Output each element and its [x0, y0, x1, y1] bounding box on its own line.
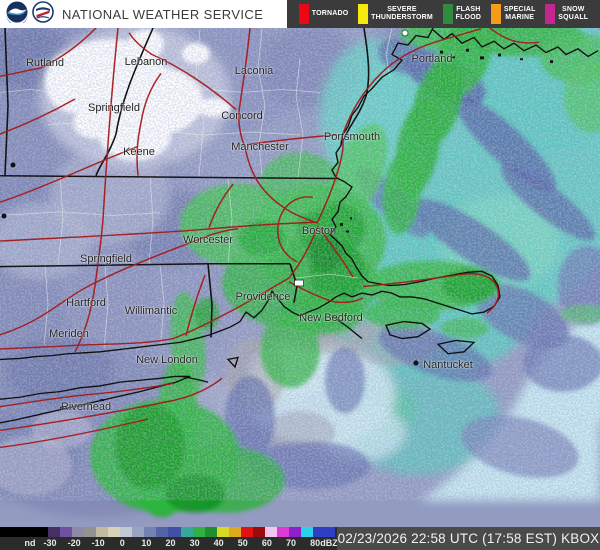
scale-swatch-1 — [60, 527, 73, 537]
legend-item-snow: SNOW SQUALL — [545, 4, 588, 24]
station-marker — [413, 360, 419, 366]
scale-label-10: 10 — [141, 538, 152, 548]
nws-logo-icon — [32, 0, 54, 28]
scale-label--10: -10 — [91, 538, 105, 548]
legend-label: SPECIAL MARINE — [503, 5, 536, 21]
legend-swatch — [442, 4, 453, 24]
highways — [0, 28, 540, 449]
scale-swatch-19 — [276, 527, 289, 537]
scale-swatch-7 — [132, 527, 145, 537]
reflectivity-scale — [0, 527, 337, 537]
legend-swatch — [545, 4, 556, 24]
agency-title: NATIONAL WEATHER SERVICE — [62, 6, 264, 22]
station-marker — [295, 280, 303, 286]
warning-legend: TORNADO SEVERE THUNDERSTORM FLASH FLOOD SPE… — [287, 0, 600, 28]
scale-label-40: 40 — [213, 538, 224, 548]
scale-label-0: 0 — [119, 538, 125, 548]
scale-swatch-5 — [108, 527, 121, 537]
scale-swatch-17 — [252, 527, 265, 537]
scale-swatch-10 — [168, 527, 181, 537]
scale-label-60: 60 — [261, 538, 272, 548]
island-specks — [60, 48, 553, 409]
radar-map[interactable]: Rutland Lebanon Laconia Springfield Concord K… — [0, 28, 600, 527]
scale-label--30: -30 — [43, 538, 57, 548]
scale-swatch-14 — [216, 527, 229, 537]
scale-label-unit: dBZ — [320, 538, 338, 548]
scale-label-80: 80 — [310, 538, 321, 548]
scale-swatch-2 — [72, 527, 85, 537]
legend-label: TORNADO — [311, 9, 349, 17]
scale-label-30: 30 — [189, 538, 200, 548]
scale-swatch-0 — [48, 527, 61, 537]
header: NATIONAL WEATHER SERVICE TORNADO SEVERE T… — [0, 0, 600, 28]
scale-swatch-13 — [204, 527, 217, 537]
legend-swatch — [490, 4, 501, 24]
legend-item-severe: SEVERE THUNDERSTORM — [358, 4, 433, 24]
scale-label--20: -20 — [67, 538, 81, 548]
scale-swatch-11 — [180, 527, 193, 537]
scale-label-nd: nd — [24, 538, 36, 548]
station-marker — [1, 213, 7, 219]
legend-swatch — [298, 4, 309, 24]
scale-swatch-16 — [240, 527, 253, 537]
scale-swatch-20 — [288, 527, 301, 537]
scale-swatch-nd — [0, 527, 48, 537]
scale-swatch-3 — [84, 527, 97, 537]
scale-swatch-9 — [156, 527, 169, 537]
scale-swatch-15 — [228, 527, 241, 537]
scale-swatch-8 — [144, 527, 157, 537]
timestamp: 02/23/2026 22:58 UTC (17:58 EST) KBOX — [337, 527, 600, 550]
radar-image — [0, 28, 600, 518]
noaa-logo-icon — [6, 1, 28, 28]
legend-swatch — [358, 4, 369, 24]
scale-swatch-18 — [264, 527, 277, 537]
agency-brand: NATIONAL WEATHER SERVICE — [0, 0, 287, 28]
station-marker — [402, 30, 408, 36]
scale-label-70: 70 — [285, 538, 297, 548]
scale-swatch-4 — [96, 527, 109, 537]
legend-label: SNOW SQUALL — [558, 5, 589, 21]
scale-swatch-21 — [300, 527, 314, 537]
legend-item-flash: FLASH FLOOD — [442, 4, 482, 24]
legend-item-tornado: TORNADO — [298, 4, 349, 24]
status-bar: nd -30 -20 -10 0 10 20 30 40 50 60 70 80 dBZ 02/23/20… — [0, 527, 600, 550]
station-marker — [10, 162, 16, 168]
legend-label: SEVERE THUNDERSTORM — [371, 5, 433, 21]
scale-swatch-6 — [120, 527, 133, 537]
scale-swatch-max — [313, 527, 336, 537]
coastline — [0, 28, 599, 424]
scale-swatch-12 — [192, 527, 205, 537]
legend-label: FLASH FLOOD — [455, 5, 482, 21]
legend-item-special: SPECIAL MARINE — [490, 4, 536, 24]
scale-label-50: 50 — [237, 538, 248, 548]
scale-label-20: 20 — [165, 538, 176, 548]
